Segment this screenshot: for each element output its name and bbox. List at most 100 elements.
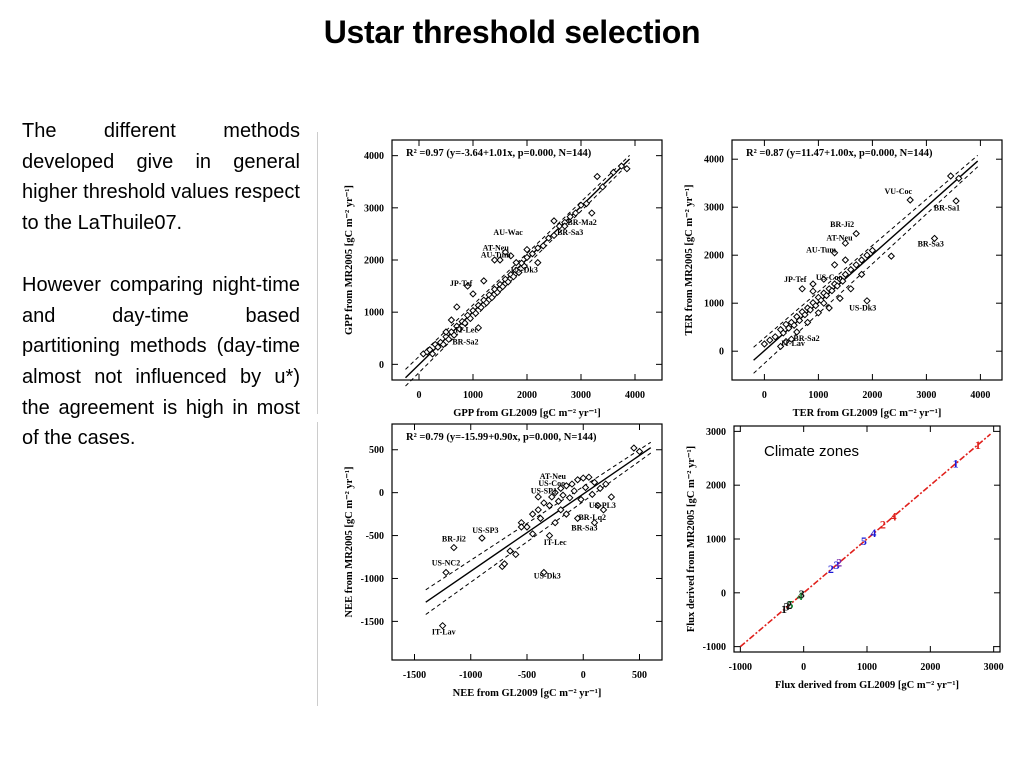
site-label: AU-Tum [806,245,836,254]
ter-scatter-chart: 0 1000 2000 3000 4000 0 1000 2000 3000 4000 TER fr… [684,139,1003,419]
site-label: BR-Ji2 [830,220,854,229]
data-point [814,309,823,317]
data-point [557,506,565,514]
data-point [795,316,804,325]
data-point [450,543,458,552]
data-point [566,494,574,502]
y-axis-title: Flux derived from MR2005 [gC m⁻² yr⁻¹] [686,446,697,632]
y-tick-label: 4000 [364,151,384,162]
data-point [509,272,518,281]
data-point [847,285,855,293]
data-point [461,319,469,327]
climate-zone-marker: 5 [861,534,867,548]
y-tick-label: 1000 [706,535,726,546]
data-point [496,256,504,264]
data-point [838,277,847,285]
y-axis-title: NEE from MR2005 [gC m⁻² yr⁻¹] [344,466,355,617]
body-text: The different methods developed give in … [22,116,300,485]
y-axis-title: GPP from MR2005 [gC m⁻² yr⁻¹] [344,185,355,335]
x-tick-label: 2000 [517,390,537,401]
chart-annotation: R² =0.79 (y=-15.99+0.90x, p=0.000, N=144… [406,432,597,443]
x-tick-label: 4000 [970,390,990,401]
data-point [488,293,496,302]
data-point [523,245,531,254]
data-point [570,487,578,495]
data-point [561,222,569,230]
data-point [955,174,963,183]
climate-zone-marker: 3 [799,587,805,601]
y-tick-label: 3000 [704,203,724,214]
x-axis-title: TER from GL2009 [gC m⁻² yr⁻¹] [793,408,942,419]
data-point [887,252,896,260]
data-point [477,303,485,312]
data-point [607,493,616,501]
data-point [630,444,638,452]
site-label: AT-Neu [483,244,510,253]
climate-zone-marker: 2 [880,517,886,531]
site-label: BR-Sa2 [452,338,478,347]
climate-zones-chart: -1000 0 1000 2000 3000 -1000 0 1000 2000 3000 Flux… [686,425,1004,691]
data-point [863,251,871,259]
y-tick-label: 1000 [364,308,384,319]
climate-zone-marker: 1 [953,457,959,471]
data-point [836,294,844,303]
data-point [801,311,809,319]
data-point [551,518,559,527]
data-point [466,314,475,323]
data-point [438,621,447,630]
site-label: US-Dk3 [534,571,561,580]
x-axis-title: GPP from GL2009 [gC m⁻² yr⁻¹] [453,408,601,419]
climate-zone-marker: 2 [828,562,834,576]
y-tick-label: 1000 [704,299,724,310]
data-point [523,523,531,531]
data-point [822,291,831,300]
site-label: US-Dk3 [511,266,538,275]
chart-annotation: R² =0.87 (y=11.47+1.00x, p=0.000, N=144) [746,148,933,159]
confidence-band-line [425,441,652,591]
plot-frame [731,139,1003,381]
data-point [442,328,450,336]
regression-line [425,447,652,603]
y-tick-label: 3000 [364,203,384,214]
data-point [609,168,618,177]
data-point [550,231,558,240]
data-point [545,531,554,540]
data-point [551,488,559,497]
y-tick-label: 0 [379,360,384,371]
site-label: AU-Wac [493,228,523,237]
data-point [577,495,585,504]
data-point [617,162,626,170]
data-point [771,333,779,341]
y-tick-label: -1000 [703,642,726,653]
data-point [453,303,461,311]
data-point [868,246,877,255]
data-point [825,304,833,312]
climate-zone-marker: 5 [787,598,793,612]
slide-title: Ustar threshold selection [323,14,701,50]
data-point [599,506,608,514]
x-tick-label: 3000 [571,390,591,401]
data-point [579,474,587,482]
data-point [930,234,939,243]
data-point [528,530,537,538]
data-point [820,275,828,283]
data-point [594,501,602,510]
data-point [555,222,564,230]
site-label: US-SP1 [531,487,557,496]
x-tick-label: 3000 [984,662,1004,673]
data-point [426,346,434,354]
gpp-scatter-chart: 0 1000 2000 3000 4000 0 1000 2000 3000 4000 GPP fr… [344,139,663,419]
data-point [588,209,596,217]
chart-annotation: R² =0.97 (y=-3.64+1.01x, p=0.000, N=144) [406,148,592,159]
x-tick-label: 1000 [857,662,877,673]
site-label: US-PL3 [589,501,616,510]
site-label: US-Coo [538,479,565,488]
climate-zone-marker: 2 [836,556,842,570]
site-label: BR-Ma2 [567,218,596,227]
data-point [776,342,785,351]
data-point [573,476,582,484]
data-point [500,560,509,568]
site-label: US-Coo [816,273,843,282]
data-point [469,290,477,298]
site-label: AU-Tum [481,250,511,259]
